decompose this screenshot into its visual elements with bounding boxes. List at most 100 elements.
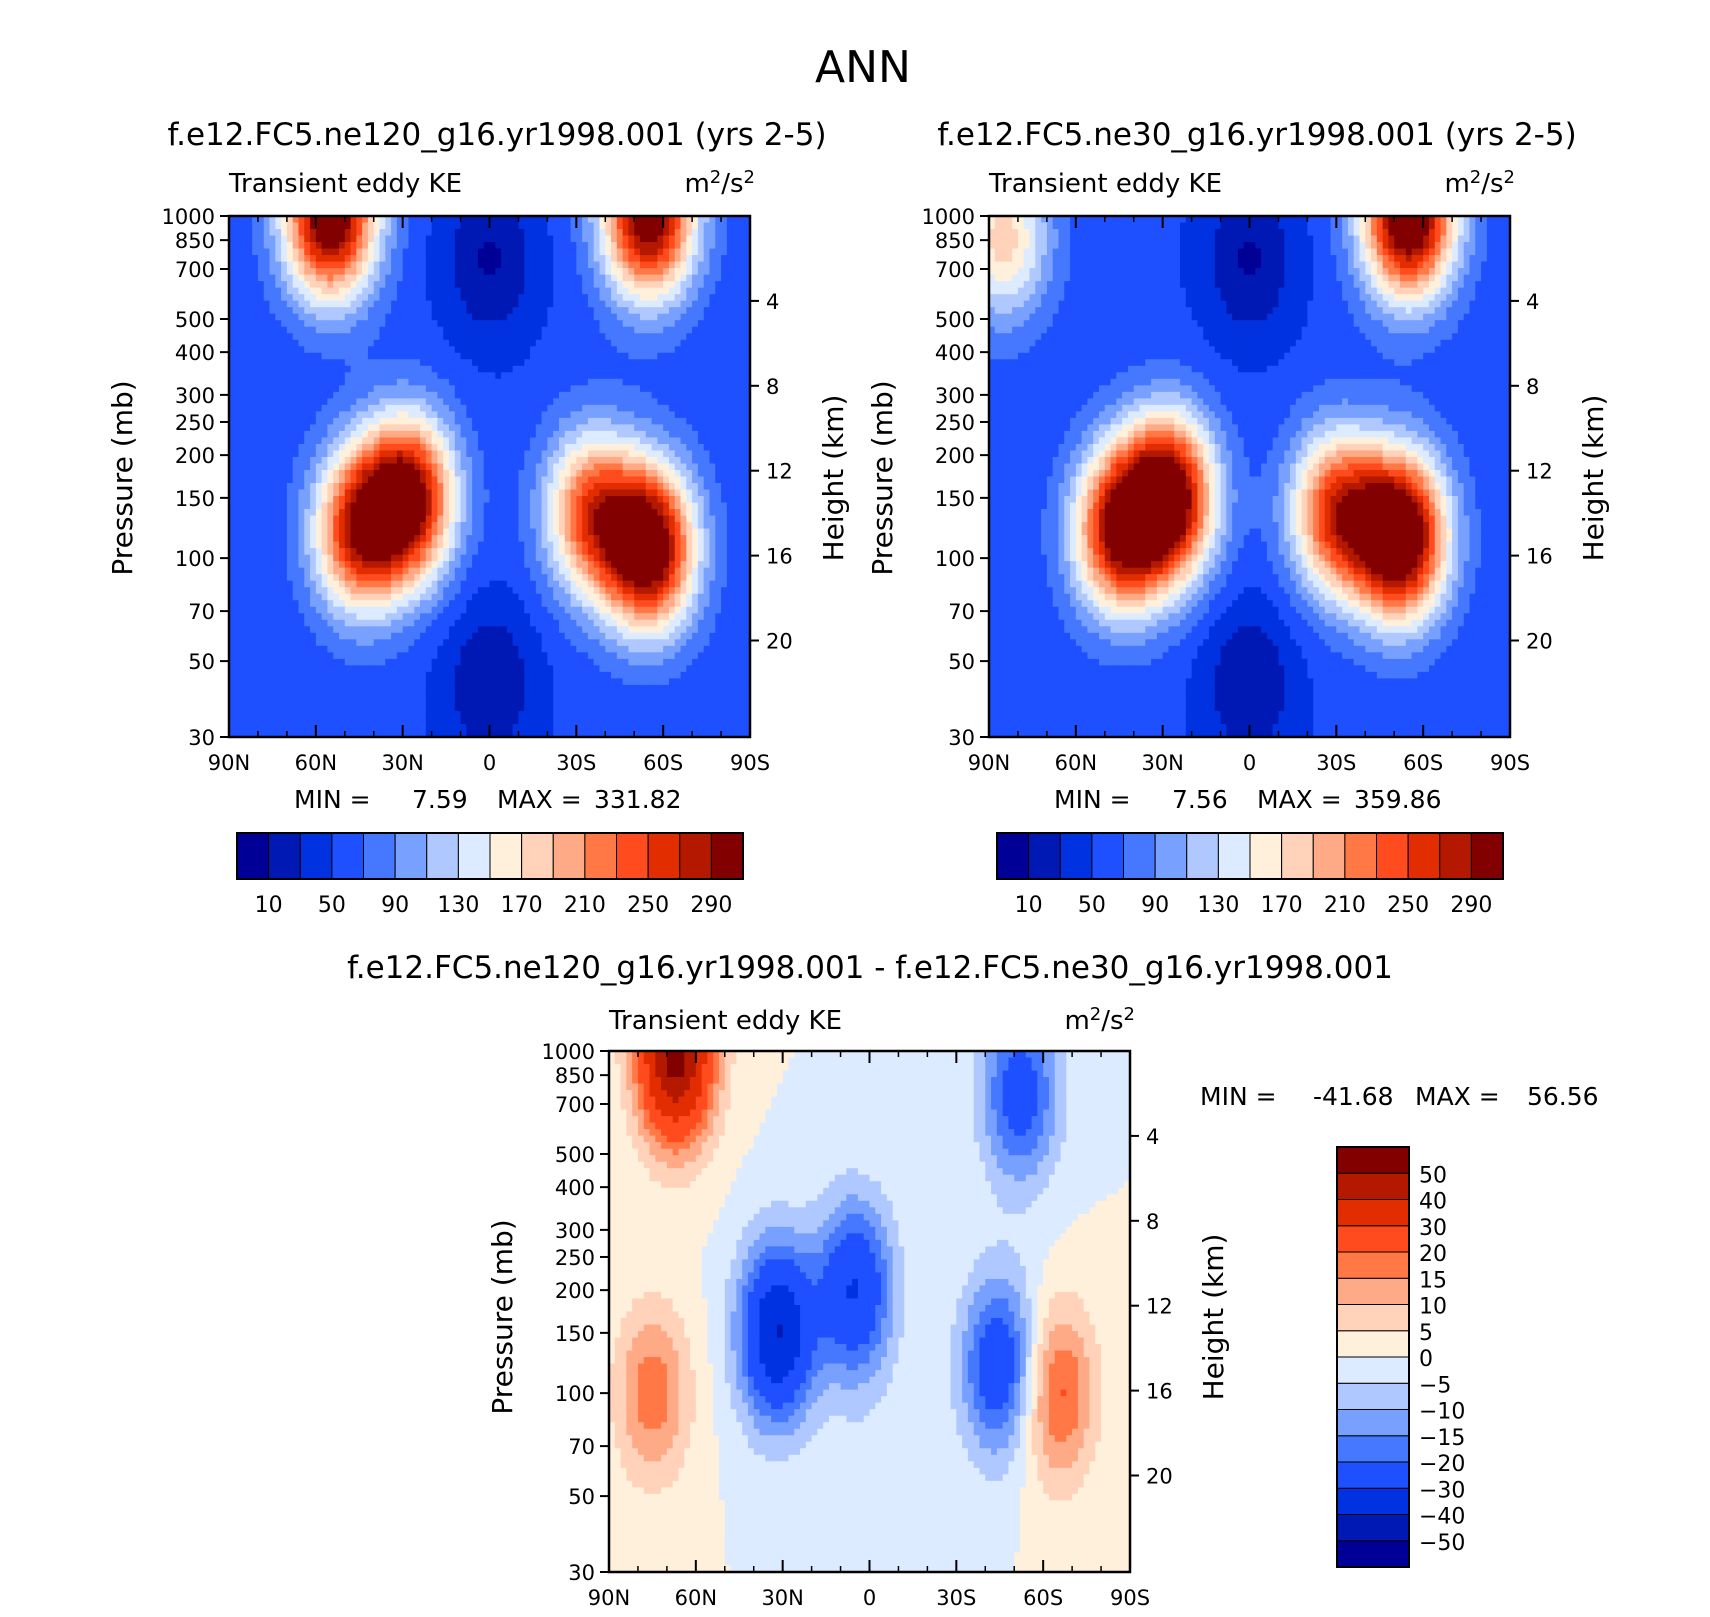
panel-difference: f.e12.FC5.ne120_g16.yr1998.001 - f.e12.F… <box>347 950 1598 1610</box>
colorbar: 10 50 90 130 170 210 250 290 <box>236 832 744 918</box>
y-tick-label: 100 <box>555 1382 595 1406</box>
colorbar-swatch <box>1186 832 1219 880</box>
colorbar-label: 50 <box>1419 1163 1447 1188</box>
panel-ne120: f.e12.FC5.ne120_g16.yr1998.001 (yrs 2-5)… <box>106 117 850 918</box>
y-tick-label: 50 <box>948 650 975 674</box>
colorbar-swatch <box>1336 1304 1410 1332</box>
y2-tick-label: 8 <box>1146 1210 1159 1234</box>
colorbar-swatch <box>1028 832 1061 880</box>
colorbar-swatch <box>1336 1514 1410 1542</box>
y-tick-label: 1000 <box>162 205 215 229</box>
y-tick-label: 700 <box>555 1093 595 1117</box>
y-tick-label: 200 <box>555 1279 595 1303</box>
colorbar-swatch <box>1123 832 1156 880</box>
colorbar-swatch <box>268 832 301 880</box>
x-tick-label: 30S <box>1316 751 1356 775</box>
x-tick-label: 0 <box>483 751 496 775</box>
x-tick-label: 60S <box>643 751 683 775</box>
colorbar-swatch <box>1336 1277 1410 1305</box>
colorbar-swatch <box>1059 832 1093 880</box>
colorbar-swatch <box>236 832 270 880</box>
y-tick-label: 150 <box>175 487 215 511</box>
colorbar-swatch <box>1249 832 1283 880</box>
y-tick-label: 500 <box>555 1143 595 1167</box>
colorbar-label: −50 <box>1419 1531 1465 1556</box>
colorbar: 10 50 90 130 170 210 250 290 <box>996 832 1504 918</box>
colorbar-label: 290 <box>1450 893 1492 918</box>
colorbar-label: 40 <box>1419 1190 1447 1215</box>
y2-tick-label: 16 <box>1526 545 1553 569</box>
y-tick-label: 100 <box>175 547 215 571</box>
y-tick-label: 250 <box>935 411 975 435</box>
colorbar-swatch <box>1091 832 1125 880</box>
colorbar-swatch <box>1336 1251 1410 1279</box>
colorbar-label: 170 <box>1261 893 1303 918</box>
y-tick-label: 200 <box>935 444 975 468</box>
colorbar-swatch <box>1336 1435 1410 1463</box>
colorbar-swatch <box>1281 832 1314 880</box>
colorbar-swatch <box>1336 1409 1410 1437</box>
min-max-label: MIN = -41.68 MAX = 56.56 <box>1200 1082 1599 1111</box>
colorbar-label: −15 <box>1419 1426 1465 1451</box>
y-tick-label: 700 <box>935 258 975 282</box>
panel-title: f.e12.FC5.ne120_g16.yr1998.001 (yrs 2-5) <box>167 117 826 153</box>
field-label: Transient eddy KE <box>228 169 462 199</box>
x-tick-label: 90N <box>968 751 1010 775</box>
contour-field <box>609 1051 1131 1573</box>
colorbar-label: 50 <box>1078 893 1106 918</box>
contour-field <box>229 216 751 738</box>
colorbar-swatch <box>1217 832 1251 880</box>
x-tick-label: 0 <box>1243 751 1256 775</box>
y2-tick-label: 16 <box>766 545 793 569</box>
x-tick-label: 0 <box>863 1586 876 1610</box>
colorbar-swatch <box>1344 832 1378 880</box>
x-tick-label: 90S <box>1490 751 1530 775</box>
y2-tick-label: 4 <box>1526 290 1539 314</box>
colorbar-swatch <box>1336 1356 1410 1384</box>
y-tick-label: 300 <box>175 384 215 408</box>
colorbar-swatch <box>426 832 459 880</box>
y-axis-label: Pressure (mb) <box>866 380 899 575</box>
x-tick-label: 60N <box>295 751 337 775</box>
colorbar-label: 130 <box>1197 893 1239 918</box>
colorbar-swatch <box>1336 1199 1410 1227</box>
y-tick-label: 250 <box>175 411 215 435</box>
y2-tick-label: 8 <box>1526 375 1539 399</box>
colorbar-label: −10 <box>1419 1400 1465 1425</box>
colorbar-swatch <box>679 832 712 880</box>
colorbar-swatch <box>457 832 491 880</box>
y-tick-label: 400 <box>175 341 215 365</box>
y-tick-label: 500 <box>935 308 975 332</box>
y-tick-label: 150 <box>555 1322 595 1346</box>
colorbar-swatch <box>584 832 618 880</box>
colorbar-swatch <box>1407 832 1441 880</box>
x-tick-label: 60N <box>675 1586 717 1610</box>
y2-tick-label: 12 <box>1146 1295 1173 1319</box>
colorbar-label: 15 <box>1419 1268 1447 1293</box>
y-tick-label: 70 <box>568 1435 595 1459</box>
colorbar-swatch <box>1439 832 1472 880</box>
x-tick-label: 30N <box>1141 751 1183 775</box>
colorbar-label: −40 <box>1419 1505 1465 1530</box>
colorbar-label: 210 <box>1324 893 1366 918</box>
colorbar-label: −20 <box>1419 1452 1465 1477</box>
panel-ne30: f.e12.FC5.ne30_g16.yr1998.001 (yrs 2-5) … <box>866 117 1610 918</box>
colorbar-label: 250 <box>627 893 669 918</box>
x-tick-label: 90S <box>730 751 770 775</box>
colorbar-label: 50 <box>318 893 346 918</box>
min-max-label: MIN = 7.56 MAX = 359.86 <box>1054 785 1441 814</box>
y2-axis-label: Height (km) <box>817 395 850 562</box>
units-label: m2/s2 <box>1064 1004 1135 1036</box>
y2-tick-label: 16 <box>1146 1380 1173 1404</box>
colorbar-label: 210 <box>564 893 606 918</box>
colorbar-label: 10 <box>1419 1295 1447 1320</box>
colorbar-label: −5 <box>1419 1373 1451 1398</box>
colorbar-swatch <box>1154 832 1188 880</box>
y-axis-label: Pressure (mb) <box>486 1219 519 1414</box>
y2-tick-label: 4 <box>1146 1125 1159 1149</box>
colorbar-label: −30 <box>1419 1478 1465 1503</box>
y2-tick-label: 20 <box>766 630 793 654</box>
y2-axis-label: Height (km) <box>1197 1234 1230 1401</box>
colorbar-label: 250 <box>1387 893 1429 918</box>
